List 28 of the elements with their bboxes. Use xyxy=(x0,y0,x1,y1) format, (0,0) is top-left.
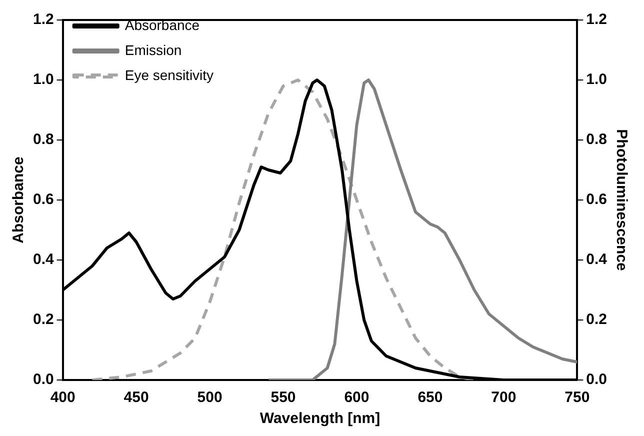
y2-tick-label: 1.2 xyxy=(586,11,608,28)
x-tick-label: 450 xyxy=(124,389,149,406)
y2-tick-label: 0.0 xyxy=(586,371,608,388)
x-tick-label: 750 xyxy=(564,389,590,406)
y-tick-label: 0.2 xyxy=(32,311,54,328)
y2-tick-label: 1.0 xyxy=(586,71,608,88)
y-tick-label: 0.4 xyxy=(32,251,54,268)
x-tick-label: 600 xyxy=(344,389,370,406)
x-tick-label: 700 xyxy=(491,389,516,406)
legend-label: Absorbance xyxy=(124,16,200,33)
y2-axis-title: Photoluminescence xyxy=(612,129,630,271)
y2-tick-label: 0.8 xyxy=(586,131,608,148)
y-tick-label: 0.0 xyxy=(32,371,54,388)
y-tick-label: 0.6 xyxy=(32,191,54,208)
y2-tick-label: 0.6 xyxy=(586,191,608,208)
y-tick-label: 0.8 xyxy=(32,131,54,148)
legend-label: Eye sensitivity xyxy=(124,66,214,83)
legend-label: Emission xyxy=(124,42,182,58)
x-axis-title: Wavelength [nm] xyxy=(260,410,380,428)
x-tick-label: 500 xyxy=(197,389,222,406)
y-axis-title: Absorbance xyxy=(10,156,28,244)
x-tick-label: 400 xyxy=(50,389,76,406)
y2-tick-label: 0.2 xyxy=(586,311,608,328)
x-tick-label: 650 xyxy=(418,389,443,406)
y2-tick-label: 0.4 xyxy=(586,251,608,268)
x-tick-label: 550 xyxy=(270,389,296,406)
y-tick-label: 1.0 xyxy=(32,71,54,88)
y-tick-label: 1.2 xyxy=(32,11,54,28)
